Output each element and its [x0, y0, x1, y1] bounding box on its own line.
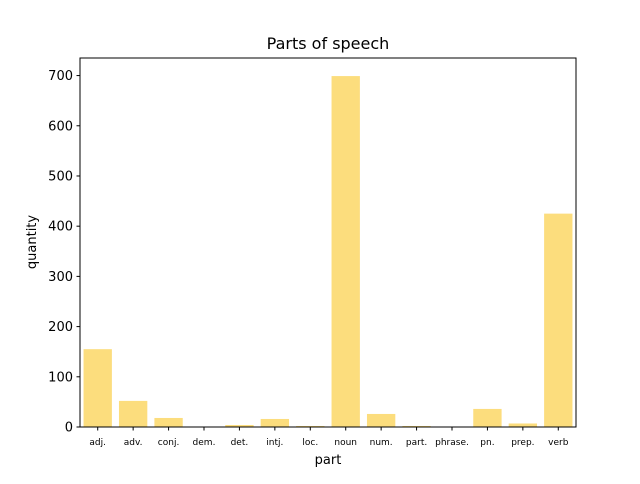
x-axis-label: part	[315, 453, 342, 468]
x-tick-label: dem.	[193, 438, 216, 448]
x-tick-label: pn.	[480, 438, 494, 448]
bar-pn	[473, 408, 502, 427]
x-tick-label: conj.	[158, 438, 180, 448]
x-tick-label: loc.	[302, 438, 318, 448]
chart-title: Parts of speech	[267, 34, 390, 53]
x-tick-label: adj.	[89, 438, 106, 448]
bar-loc	[296, 425, 325, 427]
bar-intj	[260, 418, 290, 427]
x-tick-label: adv.	[124, 438, 143, 448]
bar-adv	[118, 400, 148, 427]
x-tick-label: noun	[334, 438, 357, 448]
x-tick-label: num.	[370, 438, 393, 448]
bar-det	[225, 424, 254, 427]
bar-prep	[508, 423, 538, 427]
x-tick-label: intj.	[266, 438, 283, 448]
y-tick-label: 600	[48, 119, 73, 134]
bar-verb	[544, 213, 573, 427]
y-axis-label: quantity	[25, 215, 40, 270]
bar-noun	[331, 76, 360, 427]
y-axis: 0 100 200 300 400 500 600 700	[48, 69, 80, 436]
bar-conj	[154, 417, 183, 427]
y-tick-label: 200	[48, 320, 73, 335]
y-tick-label: 500	[48, 169, 73, 184]
plot-frame	[79, 57, 577, 428]
x-axis: adj. adv. conj. dem. det. intj. loc. noun num. pa…	[89, 427, 569, 448]
y-tick-label: 400	[48, 220, 73, 235]
bar-num	[366, 413, 396, 427]
x-tick-label: phrase.	[435, 438, 469, 448]
x-tick-label: part.	[406, 438, 427, 448]
y-tick-label: 300	[48, 270, 73, 285]
x-tick-label: det.	[231, 438, 249, 448]
y-tick-label: 100	[48, 370, 73, 385]
bar-part	[402, 425, 431, 427]
y-tick-label: 0	[65, 421, 73, 436]
x-tick-label: prep.	[511, 438, 534, 448]
x-tick-label: verb	[548, 438, 569, 448]
bar-adj	[83, 349, 112, 427]
bars	[83, 76, 573, 427]
y-tick-label: 700	[48, 69, 73, 84]
